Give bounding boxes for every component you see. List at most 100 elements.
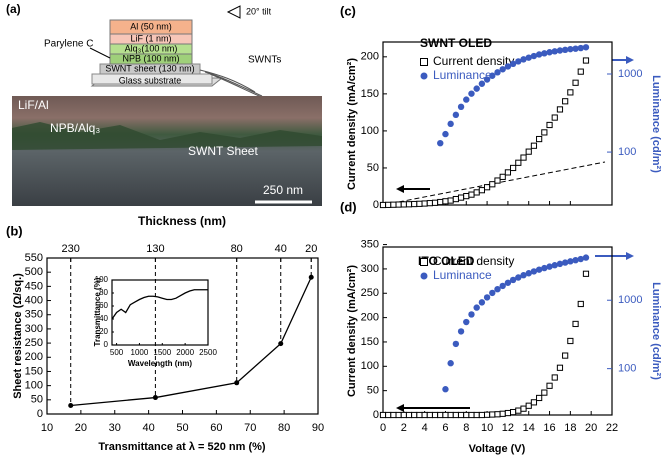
luminance-point	[457, 103, 465, 111]
x-tick-label: 20	[585, 422, 597, 434]
current-point	[431, 411, 439, 419]
layer-label: NPB (100 nm)	[122, 53, 179, 63]
panel-a: (a) Al (50 nm) LiF (1 nm) Alq₃(100 nm) N…	[6, 2, 322, 206]
current-point	[405, 201, 413, 208]
y2-tick-label: 1000	[618, 294, 642, 306]
x-tick-label: 10	[481, 422, 493, 434]
current-point	[489, 181, 496, 188]
luminance-point	[478, 80, 486, 87]
y-tick-label: 20	[99, 327, 108, 336]
y-tick-label: 450	[25, 280, 43, 292]
luminance-point	[535, 51, 543, 58]
legend-marker	[420, 72, 428, 80]
luminance-point	[515, 274, 522, 281]
sem-label: NPB/Alq₃	[50, 121, 100, 135]
y-tick-label: 150	[25, 365, 43, 377]
pointer	[89, 47, 111, 59]
y-tick-label: 0	[373, 199, 379, 211]
x2-axis-label: Thickness (nm)	[138, 214, 226, 228]
current-point	[390, 411, 397, 419]
plot-frame	[382, 246, 613, 416]
luminance-point	[442, 386, 449, 393]
y-tick-label: 350	[25, 309, 43, 321]
luminance-point	[499, 282, 506, 290]
luminance-point	[520, 272, 527, 279]
y2-tick-label: 100	[618, 146, 636, 158]
x-tick-label: 80	[278, 422, 290, 434]
y2-tick-label: 100	[618, 363, 636, 375]
current-point	[385, 411, 392, 419]
current-point	[431, 199, 439, 206]
y-tick-label: 200	[361, 312, 379, 324]
panel-label: (c)	[340, 3, 356, 18]
y-tick-label: 0	[37, 408, 43, 420]
luminance-point	[442, 130, 449, 138]
legend-marker	[420, 272, 428, 280]
current-point	[504, 409, 512, 417]
luminance-point	[551, 262, 558, 269]
x2-tick-label: 130	[146, 243, 164, 255]
x-tick-label: 40	[143, 422, 155, 434]
x-tick-label: 50	[176, 422, 188, 434]
axis-arrow-head	[396, 185, 404, 193]
current-point	[510, 408, 517, 416]
x-tick-label: 2	[401, 422, 407, 434]
x-tick-label: 16	[543, 422, 555, 434]
y-tick-label: 50	[31, 394, 43, 406]
y2-axis-label: Luminance (cd/m²)	[650, 282, 662, 380]
annotation: Parylene C	[44, 39, 93, 50]
y-tick-label: 250	[361, 287, 379, 299]
current-point	[442, 198, 449, 205]
data-point	[152, 395, 158, 401]
x-tick-label: 2500	[199, 348, 217, 357]
current-point	[520, 154, 527, 161]
y-tick-label: 100	[361, 360, 379, 372]
data-line	[111, 289, 208, 320]
x-tick-label: 8	[463, 422, 469, 434]
x-tick-label: 500	[110, 348, 124, 357]
sem-image	[12, 96, 322, 206]
current-point	[556, 364, 564, 371]
luminance-point	[541, 264, 548, 272]
legend-marker	[420, 58, 428, 66]
axis-arrow-head	[396, 404, 404, 412]
current-point	[562, 98, 569, 105]
current-point	[385, 201, 392, 208]
current-point	[426, 411, 433, 419]
y-tick-label: 100	[25, 380, 43, 392]
current-point	[551, 374, 558, 381]
luminance-point	[515, 58, 522, 65]
current-point	[546, 382, 553, 389]
x-axis-label: Transmittance at λ = 520 nm (%)	[98, 441, 266, 453]
current-point	[447, 197, 454, 204]
current-point	[499, 410, 506, 417]
current-point	[541, 389, 548, 396]
current-point	[379, 411, 387, 419]
current-point	[562, 352, 569, 359]
current-point	[452, 195, 459, 203]
luminance-point	[468, 90, 475, 97]
current-point	[536, 394, 543, 402]
y-tick-label: 400	[25, 294, 43, 306]
luminance-point	[561, 259, 569, 266]
data-point	[278, 341, 284, 347]
current-point	[411, 200, 418, 208]
y-tick-label: 50	[367, 385, 379, 397]
y-tick-label: 250	[25, 337, 43, 349]
current-point	[478, 187, 485, 194]
y-axis-label: Current density (mA/cm²)	[346, 265, 358, 397]
luminance-point	[509, 276, 517, 284]
luminance-point	[577, 44, 584, 52]
x-tick-label: 60	[210, 422, 222, 434]
x2-tick-label: 80	[231, 243, 243, 255]
x2-tick-label: 40	[275, 243, 287, 255]
data-point	[308, 274, 314, 280]
luminance-point	[546, 49, 553, 56]
y-axis-label: Transmittance (%)	[93, 277, 102, 346]
x-tick-label: 1000	[131, 348, 149, 357]
layer-label: Glass substrate	[119, 75, 182, 85]
luminance-point	[525, 54, 532, 61]
sem-label: LiF/Al	[18, 98, 49, 112]
current-point	[478, 411, 485, 419]
